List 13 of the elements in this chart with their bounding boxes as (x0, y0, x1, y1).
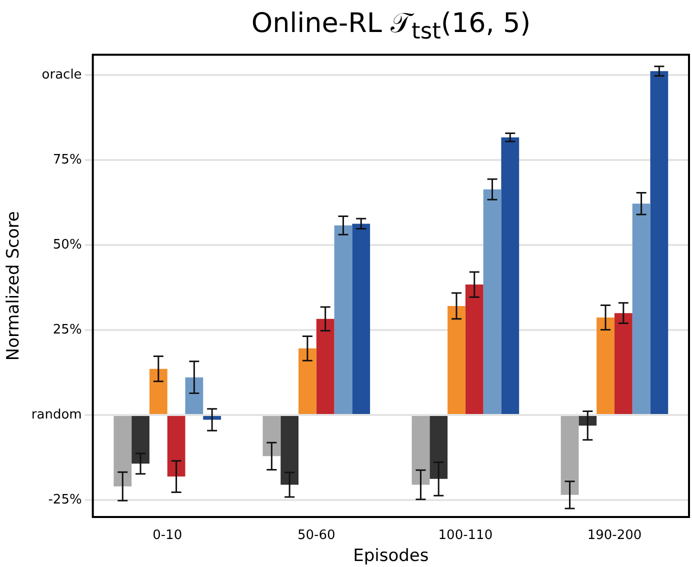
y-tick-label: oracle (42, 68, 82, 83)
y-tick-label: 75% (52, 152, 82, 168)
y-tick-label: -25% (48, 492, 82, 508)
y-tick-label: 50% (52, 237, 82, 252)
chart-title: Online-RL 𝒯$_{tst}$(16, 5) (250, 7, 532, 44)
x-axis-title: Episodes (353, 546, 429, 566)
y-axis-title: Normalized Score (4, 211, 24, 361)
x-tick-label: 50-60 (297, 528, 336, 544)
y-tick-label: random (31, 407, 82, 422)
y-tick-label: 25% (52, 322, 82, 338)
x-tick-label: 100-110 (438, 528, 493, 544)
x-tick-label: 0-10 (152, 528, 182, 544)
x-tick-label: 190-200 (587, 528, 642, 544)
